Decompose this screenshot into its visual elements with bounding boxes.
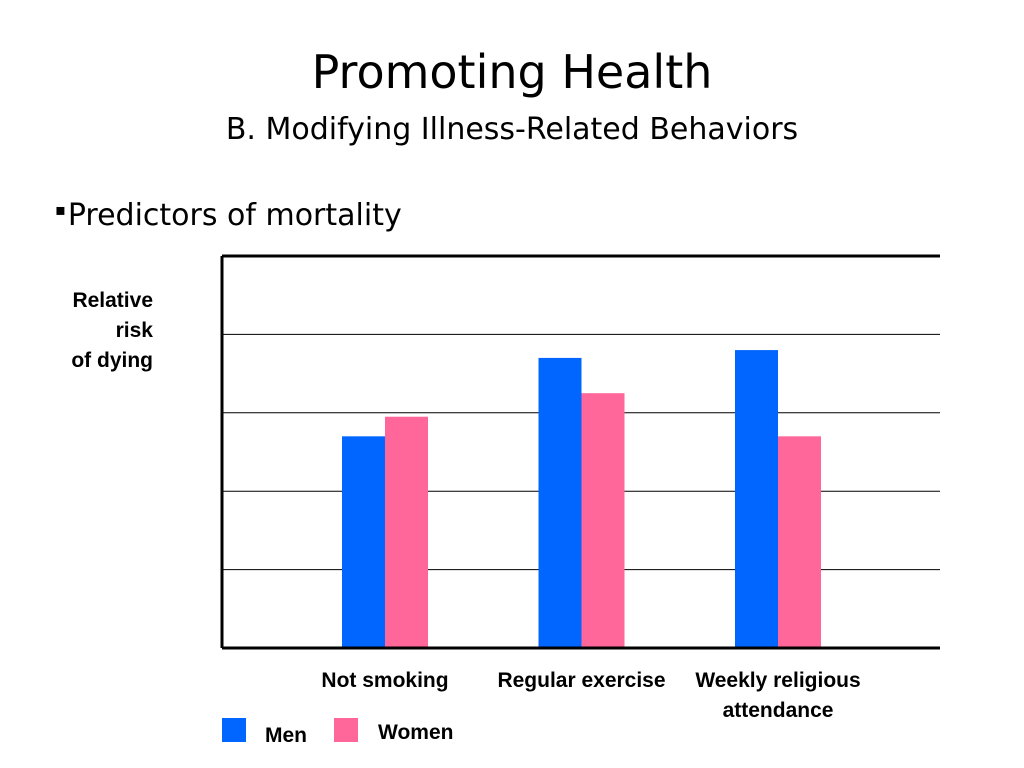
legend-swatch-men: [222, 718, 246, 742]
slide-subtitle: B. Modifying Illness-Related Behaviors: [225, 112, 799, 147]
category-label: attendance: [723, 699, 834, 722]
category-label: Regular exercise: [497, 669, 665, 692]
bar-men-3: [735, 350, 778, 648]
bullet-text: Predictors of mortality: [67, 198, 402, 233]
bar-men-1: [342, 436, 385, 648]
legend-label-women: Women: [378, 721, 453, 744]
slide-title: Promoting Health: [311, 45, 713, 99]
legend: Men Women: [222, 718, 453, 747]
legend-label-men: Men: [265, 724, 307, 747]
legend-swatch-women: [334, 718, 358, 742]
axes: [220, 254, 940, 650]
category-label: Not smoking: [321, 669, 448, 692]
bars: [342, 350, 821, 648]
bar-women-3: [778, 436, 821, 648]
bar-women-2: [581, 393, 625, 648]
bar-women-1: [385, 416, 428, 648]
category-label: Weekly religious: [695, 669, 860, 692]
bullet-square-icon: ▪: [55, 200, 66, 219]
category-labels: Not smoking Regular exercise Weekly religi…: [321, 669, 860, 722]
y-axis-label: Relative risk of dying: [71, 289, 153, 372]
bar-men-2: [538, 357, 582, 648]
bullet-item: ▪Predictors of mortality: [55, 190, 402, 236]
